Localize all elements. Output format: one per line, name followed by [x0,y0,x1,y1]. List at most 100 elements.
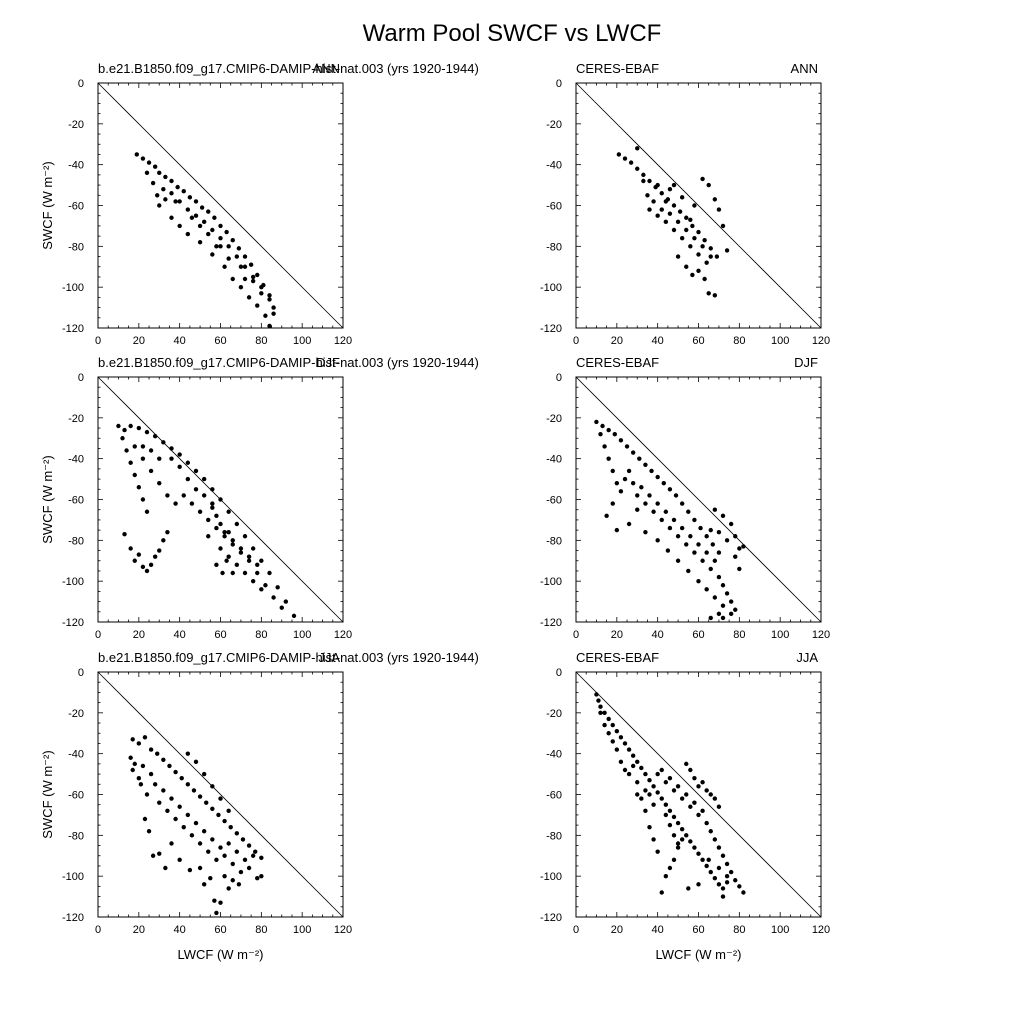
data-point [712,837,718,842]
data-point [651,784,656,789]
data-point [204,800,209,805]
data-point [716,550,722,555]
data-point [706,291,711,296]
data-point [157,456,162,461]
data-point [712,558,718,563]
data-points [594,419,746,621]
data-point [206,209,211,214]
data-point [635,792,640,797]
data-point [197,794,203,799]
y-tick-label: -80 [68,830,84,842]
data-point [193,759,199,765]
data-point [238,550,244,555]
y-tick-label: -100 [62,576,84,588]
panel-right-title: ANN [791,61,818,76]
data-point [128,755,133,760]
y-tick-label: -40 [546,749,562,761]
data-point [152,782,158,787]
data-point [679,525,685,531]
reference-line [575,82,822,329]
y-tick-label: -60 [68,495,84,507]
data-point [189,215,195,220]
x-tick-label: 120 [334,629,352,641]
data-point [659,191,664,196]
data-point [667,775,673,781]
data-point [226,244,231,249]
data-point [702,238,707,243]
data-point [226,529,231,535]
data-point [635,507,640,512]
data-point [616,152,622,157]
data-point [667,808,673,814]
data-point [238,869,244,875]
data-point [193,199,199,204]
data-point [663,199,669,204]
data-point [667,865,673,871]
y-tick-label: -60 [546,790,562,802]
data-point [185,476,191,482]
data-point [675,219,681,225]
y-tick-label: -120 [62,912,84,924]
data-point [238,546,244,551]
data-point [169,446,174,451]
x-tick-label: 60 [214,335,226,347]
data-points [134,152,276,329]
data-point [140,564,146,570]
data-point [643,771,648,777]
data-point [643,788,648,793]
data-point [148,771,154,777]
data-point [659,796,664,801]
data-point [741,544,746,549]
x-tick-label: 100 [293,924,311,936]
data-point [173,816,178,822]
data-point [201,476,207,482]
data-point [169,796,174,801]
data-point [698,525,703,531]
data-point [686,568,691,574]
data-point [692,800,697,805]
data-point [136,425,142,431]
y-tick-label: -20 [546,413,562,425]
data-point [177,452,182,457]
data-point [224,229,229,235]
data-point [197,240,203,245]
data-point [140,497,146,502]
data-point [728,869,734,875]
data-point [733,878,738,883]
data-point [259,284,264,290]
y-tick-label: -20 [68,119,84,131]
panels-layer: b.e21.B1850.f09_g17.CMIP6-DAMIP-hist-nat… [40,61,830,962]
data-point [177,223,182,229]
data-point [716,611,722,617]
data-point [596,698,601,703]
data-point [157,851,162,856]
data-point [130,737,135,742]
data-point [138,782,144,787]
data-point [667,487,673,492]
x-tick-label: 0 [95,335,101,347]
data-point [598,710,603,716]
data-point [704,788,709,793]
data-point [639,796,644,801]
data-point [206,517,211,523]
data-point [665,548,671,553]
data-point [210,252,215,257]
data-point [688,534,693,539]
data-point [728,599,734,604]
data-point [201,771,207,777]
x-tick-label: 0 [573,335,579,347]
data-point [667,186,673,192]
data-point [187,195,193,200]
panel-right-title: ANN [313,61,340,76]
data-point [700,857,705,863]
data-point [214,562,219,568]
data-point [706,857,711,863]
data-point [716,529,722,535]
data-point [643,529,648,535]
data-point [210,784,215,789]
data-point [692,203,697,208]
data-point [132,444,137,449]
data-point [630,480,636,486]
x-tick-label: 20 [611,924,623,936]
data-point [255,562,260,568]
